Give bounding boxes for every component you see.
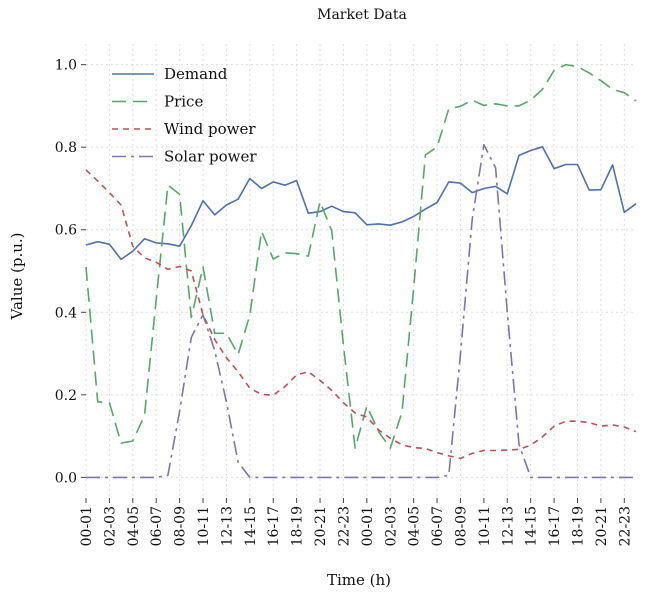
x-tick-label: 02-03 <box>102 506 118 546</box>
x-tick-label: 02-03 <box>383 506 399 546</box>
series-line-wind-power <box>85 169 637 460</box>
y-tick-label: 0.4 <box>55 305 77 321</box>
x-tick-label: 08-09 <box>453 506 469 546</box>
y-tick-label: 0.2 <box>55 388 77 404</box>
series-line-solar-power <box>86 143 636 479</box>
x-axis-label: Time (h) <box>327 571 391 589</box>
legend-label: Solar power <box>164 148 257 166</box>
x-tick-label: 10-11 <box>196 506 212 546</box>
x-tick-label: 14-15 <box>524 506 540 546</box>
x-tick-label: 14-15 <box>243 506 259 546</box>
series-lines <box>85 63 637 479</box>
legend-label: Demand <box>164 65 228 83</box>
x-tick-label: 12-13 <box>500 506 516 546</box>
y-tick-label: 0.8 <box>55 140 77 156</box>
y-tick-label: 1.0 <box>55 58 77 74</box>
x-tick-label: 04-05 <box>407 506 423 546</box>
x-tick-label: 20-21 <box>313 506 329 546</box>
x-tick-label: 22-23 <box>336 506 352 546</box>
x-tick-label: 18-19 <box>290 506 306 546</box>
legend-label: Wind power <box>164 120 256 138</box>
x-tick-label: 12-13 <box>219 506 235 546</box>
x-tick-label: 08-09 <box>173 506 189 546</box>
y-tick-label: 0.6 <box>55 223 77 239</box>
grid-lines <box>85 44 636 498</box>
y-axis-label: Value (p.u.) <box>8 232 26 320</box>
x-tick-label: 22-23 <box>617 506 633 546</box>
y-tick-label: 0.0 <box>55 470 77 486</box>
chart-title: Market Data <box>317 7 407 23</box>
x-tick-label: 04-05 <box>126 506 142 546</box>
x-tick-label: 20-21 <box>594 506 610 546</box>
legend-label: Price <box>164 93 203 111</box>
x-tick-label: 06-07 <box>149 506 165 546</box>
x-tick-label: 00-01 <box>360 506 376 546</box>
x-tick-label: 00-01 <box>79 506 95 546</box>
legend: Demand Price Wind power Solar power <box>112 65 257 166</box>
x-tick-label: 18-19 <box>570 506 586 546</box>
series-line-demand <box>85 146 637 261</box>
x-tick-label: 10-11 <box>477 506 493 546</box>
series-line-price <box>85 63 637 449</box>
x-tick-label: 16-17 <box>266 506 282 546</box>
x-tick-label: 06-07 <box>430 506 446 546</box>
axes: 0.0 0.2 0.4 0.6 0.8 1.0 00-01 02-03 04-05 06-07 08… <box>55 58 634 547</box>
x-tick-label: 16-17 <box>547 506 563 546</box>
